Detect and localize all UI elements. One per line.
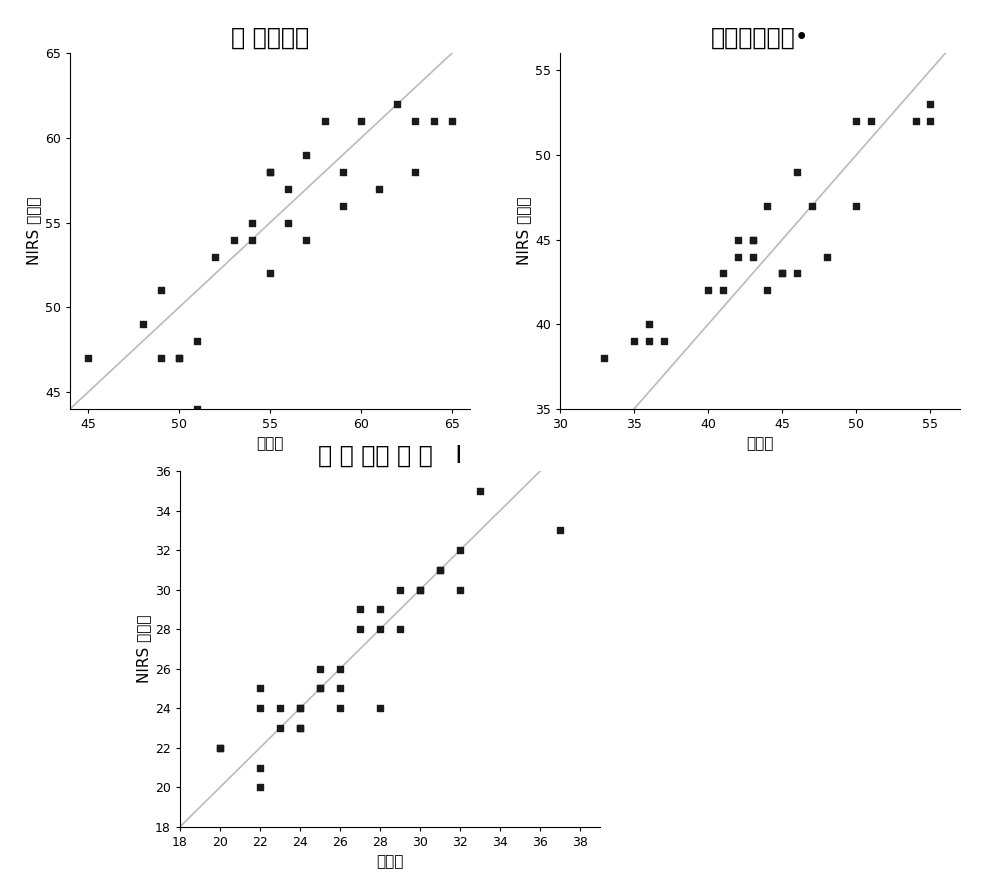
Point <box>745 233 761 247</box>
Point <box>80 351 96 365</box>
Point <box>252 760 268 774</box>
Title: 伴花生球蛋白•: 伴花生球蛋白• <box>711 26 809 50</box>
Point <box>407 114 423 128</box>
Point <box>244 215 260 229</box>
Point <box>189 402 205 416</box>
Y-axis label: NIRS 预测値: NIRS 预测値 <box>516 196 531 266</box>
Point <box>656 334 672 348</box>
Point <box>700 284 716 298</box>
Point <box>262 164 278 179</box>
Point <box>452 543 468 557</box>
Point <box>372 622 388 637</box>
Point <box>432 563 448 577</box>
Point <box>312 681 328 695</box>
Point <box>171 351 187 365</box>
Point <box>335 164 351 179</box>
Point <box>292 701 308 716</box>
Point <box>252 781 268 795</box>
Point <box>908 114 924 128</box>
Point <box>715 284 731 298</box>
Point <box>153 284 169 298</box>
Point <box>252 701 268 716</box>
Point <box>626 334 642 348</box>
Point <box>335 198 351 212</box>
Point <box>135 317 151 332</box>
Y-axis label: NIRS 预测値: NIRS 预测値 <box>26 196 41 266</box>
Point <box>372 701 388 716</box>
Point <box>262 164 278 179</box>
Point <box>412 582 428 597</box>
Point <box>171 351 187 365</box>
Point <box>715 267 731 281</box>
Point <box>312 681 328 695</box>
Point <box>244 233 260 247</box>
Point <box>730 250 746 264</box>
Point <box>262 267 278 281</box>
Point <box>444 114 460 128</box>
Point <box>332 681 348 695</box>
Point <box>922 97 938 111</box>
Point <box>226 233 242 247</box>
Point <box>372 603 388 617</box>
Point <box>745 250 761 264</box>
Point <box>432 563 448 577</box>
Point <box>298 233 314 247</box>
Point <box>280 181 296 196</box>
Point <box>298 148 314 162</box>
X-axis label: 测定値: 测定値 <box>746 436 774 452</box>
Point <box>392 622 408 637</box>
Point <box>212 741 228 755</box>
Point <box>641 334 657 348</box>
Point <box>759 284 775 298</box>
Point <box>426 114 442 128</box>
Title: 花 生球蛋白: 花 生球蛋白 <box>231 26 309 50</box>
Point <box>804 198 820 212</box>
Point <box>407 164 423 179</box>
Point <box>848 198 864 212</box>
Point <box>922 114 938 128</box>
Point <box>848 114 864 128</box>
Point <box>352 622 368 637</box>
Point <box>472 484 488 498</box>
Point <box>789 267 805 281</box>
Point <box>392 582 408 597</box>
Point <box>207 250 223 264</box>
Point <box>412 582 428 597</box>
Point <box>189 334 205 348</box>
Point <box>774 267 790 281</box>
Point <box>789 164 805 179</box>
Point <box>552 524 568 538</box>
X-axis label: 测定値: 测定値 <box>376 854 404 869</box>
Point <box>332 661 348 676</box>
Point <box>389 97 405 111</box>
Y-axis label: NIRS 预测値: NIRS 预测値 <box>136 614 151 684</box>
Point <box>252 681 268 695</box>
Point <box>353 114 369 128</box>
Point <box>745 233 761 247</box>
Point <box>317 114 333 128</box>
Point <box>452 582 468 597</box>
Point <box>371 181 387 196</box>
Point <box>730 233 746 247</box>
Point <box>272 721 288 735</box>
Point <box>352 603 368 617</box>
Point <box>759 198 775 212</box>
Point <box>332 701 348 716</box>
Point <box>292 721 308 735</box>
Point <box>292 701 308 716</box>
Point <box>280 215 296 229</box>
Point <box>596 351 612 365</box>
Point <box>153 351 169 365</box>
Point <box>292 721 308 735</box>
Point <box>312 661 328 676</box>
Point <box>774 267 790 281</box>
Point <box>212 741 228 755</box>
X-axis label: 测定値: 测定値 <box>256 436 284 452</box>
Point <box>863 114 879 128</box>
Point <box>819 250 835 264</box>
Point <box>272 701 288 716</box>
Point <box>641 317 657 332</box>
Title: 伴 花 生球 蛋 白   I: 伴 花 生球 蛋 白 I <box>318 444 462 468</box>
